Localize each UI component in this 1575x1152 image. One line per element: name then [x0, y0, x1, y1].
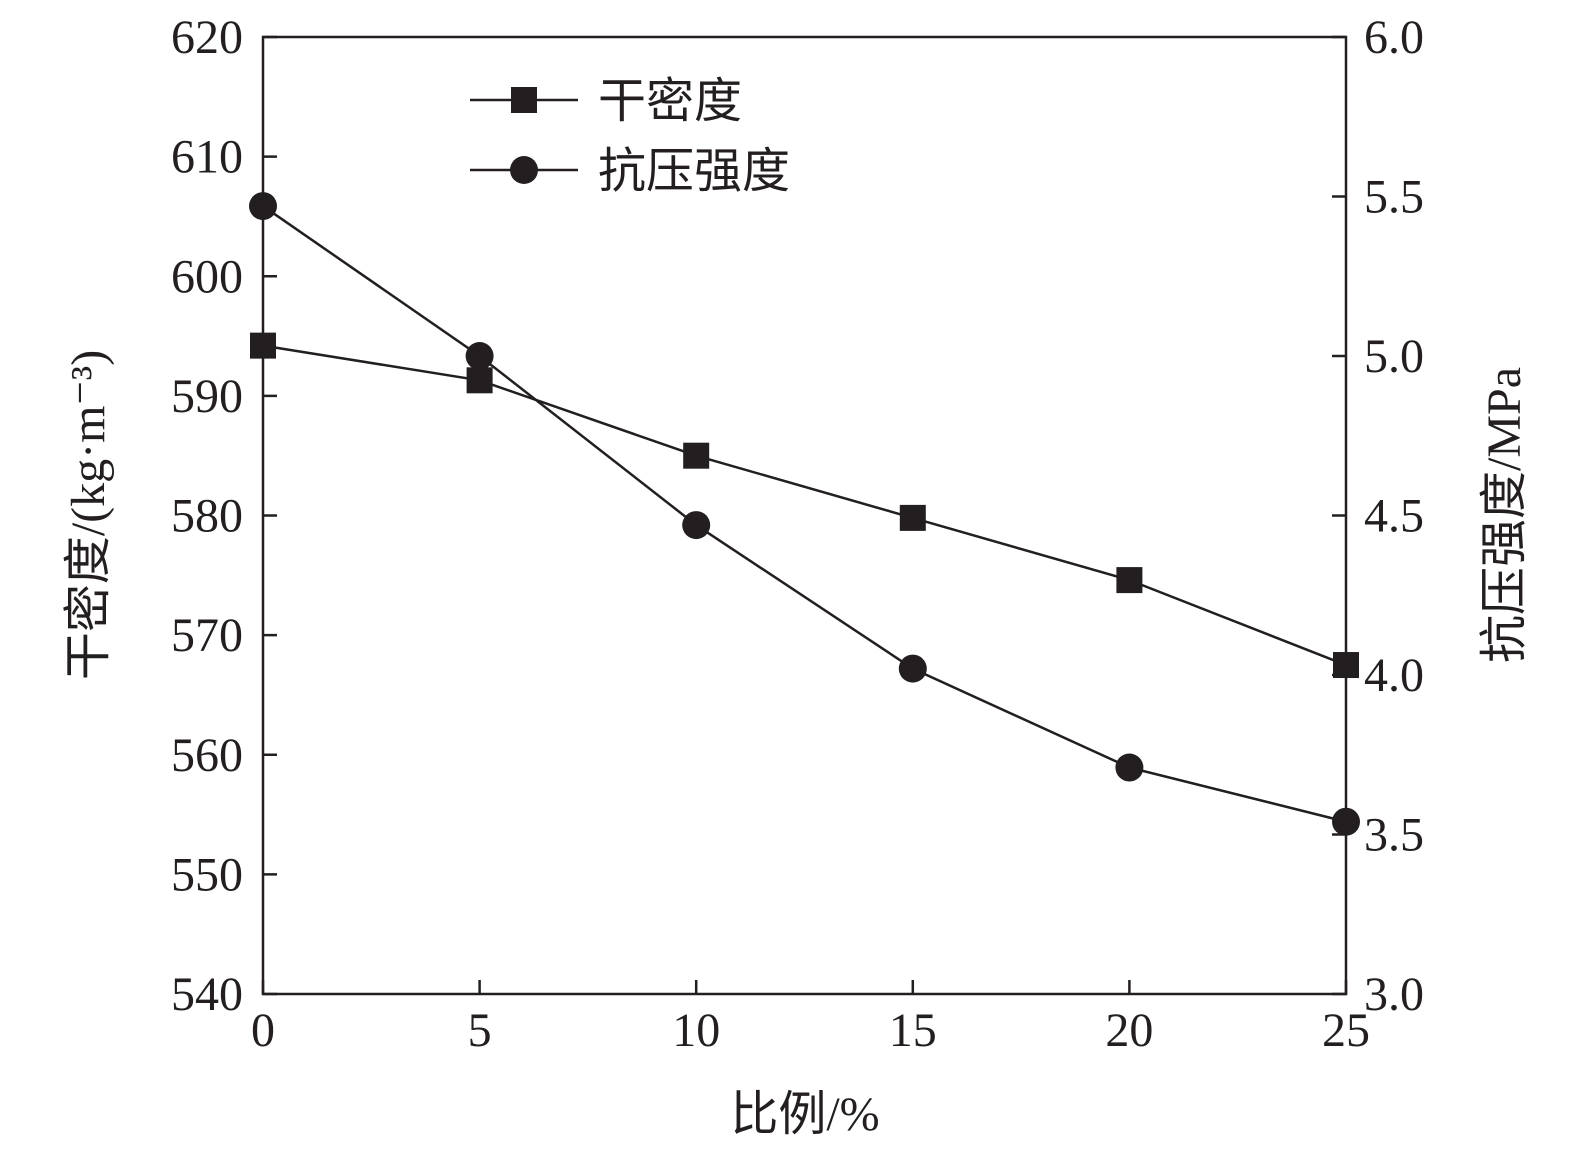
data-point-dry-density	[466, 367, 493, 394]
legend: 干密度 抗压强度	[470, 75, 790, 198]
data-point-dry-density	[683, 442, 710, 469]
data-point-dry-density	[1333, 652, 1359, 679]
data-point-dry-density	[1116, 567, 1143, 594]
legend-label-dry-density: 干密度	[598, 75, 742, 128]
data-point-strength	[1115, 753, 1144, 782]
x-tick-label: 20	[1105, 1004, 1153, 1057]
x-axis-ticks: 0 5 10 15 20 25	[251, 980, 1370, 1057]
right-tick-label: 5.0	[1364, 330, 1424, 383]
data-point-strength	[1332, 807, 1360, 836]
left-tick-label: 570	[171, 609, 243, 662]
legend-label-strength: 抗压强度	[598, 145, 790, 198]
legend-square-marker	[511, 87, 537, 113]
left-tick-label: 550	[171, 848, 243, 901]
right-tick-label: 3.0	[1364, 968, 1424, 1021]
series-line-dry-density	[262, 344, 1347, 667]
x-tick-label: 10	[672, 1004, 720, 1057]
left-tick-label: 610	[171, 131, 243, 184]
right-tick-label: 6.0	[1364, 11, 1424, 64]
right-tick-label: 4.0	[1364, 649, 1424, 702]
left-tick-label: 590	[171, 370, 243, 423]
data-point-strength	[465, 342, 494, 370]
legend-circle-marker	[510, 156, 538, 184]
data-point-strength	[898, 654, 927, 683]
data-point-strength	[249, 192, 277, 221]
right-tick-label: 5.5	[1364, 171, 1424, 224]
x-tick-label: 15	[889, 1004, 937, 1057]
x-tick-label: 0	[251, 1004, 275, 1057]
left-tick-label: 540	[171, 968, 243, 1021]
series-layer	[249, 192, 1360, 836]
left-tick-label: 620	[171, 11, 243, 64]
right-tick-label: 4.5	[1364, 490, 1424, 543]
data-point-dry-density	[899, 504, 926, 531]
data-point-dry-density	[250, 332, 276, 359]
left-tick-label: 600	[171, 250, 243, 303]
left-axis-ticks: 540 550 560 570 580 590 600 610 620	[171, 11, 277, 1021]
left-axis-title: 干密度/(kg·m⁻³)	[62, 350, 115, 680]
left-tick-label: 560	[171, 729, 243, 782]
right-axis-title: 抗压强度/MPa	[1478, 367, 1531, 663]
right-tick-label: 3.5	[1364, 809, 1424, 862]
data-point-strength	[682, 511, 711, 540]
plot-frame	[261, 35, 1348, 996]
series-line-strength	[262, 205, 1347, 823]
right-axis-ticks: 3.0 3.5 4.0 4.5 5.0 5.5 6.0	[1332, 11, 1424, 1021]
x-axis-title: 比例/%	[730, 1088, 879, 1141]
x-tick-label: 5	[468, 1004, 492, 1057]
x-tick-label: 25	[1322, 1004, 1370, 1057]
left-tick-label: 580	[171, 490, 243, 543]
